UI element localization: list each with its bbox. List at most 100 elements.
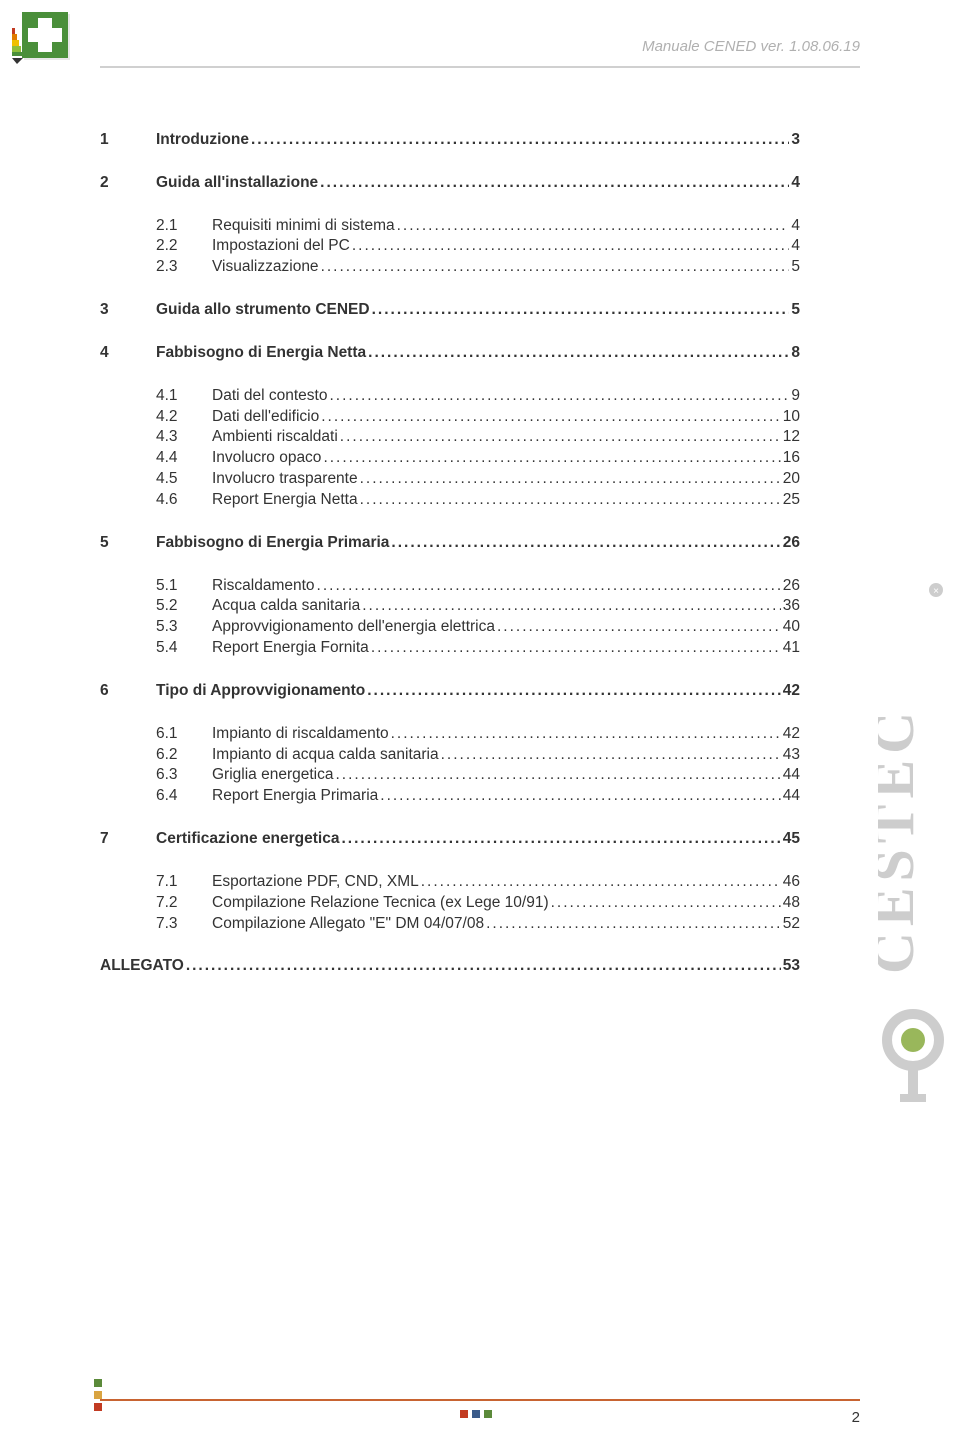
toc-label: Involucro trasparente [212,469,358,489]
toc-page: 53 [783,956,800,976]
toc-page: 20 [783,469,800,489]
toc-section[interactable]: 6Tipo di Approvvigionamento 42 [100,681,800,701]
toc-number: 2 [100,173,156,193]
toc-leader [323,448,780,468]
toc-subsection[interactable]: 5.3Approvvigionamento dell'energia elett… [156,617,800,637]
toc-subsection[interactable]: 4.2Dati dell'edificio10 [156,407,800,427]
toc-section[interactable]: ALLEGATO 53 [100,956,800,976]
toc-label: Involucro opaco [212,448,321,468]
toc-subsection[interactable]: 4.4Involucro opaco16 [156,448,800,468]
toc-number: 7.3 [156,914,212,934]
toc-subsection[interactable]: 6.4Report Energia Primaria44 [156,786,800,806]
toc-page: 43 [783,745,800,765]
toc-number: 4.2 [156,407,212,427]
toc-leader [371,638,781,658]
footer: 2 [100,1399,860,1409]
toc-leader [341,829,780,849]
toc-subsection[interactable]: 6.2Impianto di acqua calda sanitaria 43 [156,745,800,765]
toc-subsection[interactable]: 6.3Griglia energetica44 [156,765,800,785]
toc-label: Report Energia Netta [212,490,358,510]
toc-label: Acqua calda sanitaria [212,596,360,616]
toc-leader [352,236,790,256]
toc-subsection[interactable]: 4.5Involucro trasparente 20 [156,469,800,489]
toc-number: 5.4 [156,638,212,658]
toc-label: Impianto di riscaldamento [212,724,389,744]
toc-number: 2.2 [156,236,212,256]
toc-page: 25 [783,490,800,510]
svg-text:×: × [933,586,939,597]
toc-label: Compilazione Relazione Tecnica (ex Lege … [212,893,549,913]
footer-squares-left [94,1379,102,1415]
toc-subsection[interactable]: 2.1Requisiti minimi di sistema4 [156,216,800,236]
toc-label: Esportazione PDF, CND, XML [212,872,419,892]
toc-page: 4 [791,216,800,236]
toc-number: 6.1 [156,724,212,744]
toc-leader [317,576,781,596]
toc-subsection[interactable]: 2.2Impostazioni del PC 4 [156,236,800,256]
toc-label: Impianto di acqua calda sanitaria [212,745,439,765]
toc-subsection[interactable]: 6.1Impianto di riscaldamento42 [156,724,800,744]
svg-text:CESTEC: CESTEC [878,706,926,974]
toc-number: 5.1 [156,576,212,596]
side-logo: CESTEC × [878,560,948,1120]
toc-number: 7 [100,829,156,849]
toc-section[interactable]: 2Guida all'installazione 4 [100,173,800,193]
toc-page: 48 [783,893,800,913]
toc-page: 45 [783,829,800,849]
toc-subsection[interactable]: 5.1Riscaldamento26 [156,576,800,596]
toc-label: Certificazione energetica [156,829,339,849]
decor-square [460,1410,468,1418]
toc-label: Impostazioni del PC [212,236,350,256]
toc-leader [380,786,780,806]
toc-number: 5.3 [156,617,212,637]
toc-subsection[interactable]: 5.2Acqua calda sanitaria36 [156,596,800,616]
toc-page: 5 [791,300,800,320]
toc-number: 2.1 [156,216,212,236]
toc-label: Report Energia Fornita [212,638,369,658]
toc-leader [340,427,781,447]
toc-subsection[interactable]: 7.3Compilazione Allegato "E" DM 04/07/08… [156,914,800,934]
toc-page: 8 [791,343,800,363]
toc-page: 4 [791,236,800,256]
toc-subsection[interactable]: 7.2Compilazione Relazione Tecnica (ex Le… [156,893,800,913]
toc-number: 4.5 [156,469,212,489]
toc-page: 40 [783,617,800,637]
toc-page: 42 [783,681,800,701]
toc-number: 6.4 [156,786,212,806]
toc-subsection[interactable]: 4.1Dati del contesto9 [156,386,800,406]
toc-label: Dati del contesto [212,386,327,406]
toc-subsection[interactable]: 2.3Visualizzazione5 [156,257,800,277]
toc-leader [251,130,789,150]
toc-leader [320,173,789,193]
toc-leader [397,216,790,236]
toc-leader [497,617,781,637]
toc-page: 44 [783,765,800,785]
toc-container: 1Introduzione 3 2Guida all'installazione … [100,130,800,977]
decor-square [472,1410,480,1418]
toc-page: 3 [791,130,800,150]
toc-section[interactable]: 7Certificazione energetica 45 [100,829,800,849]
toc-label: Visualizzazione [212,257,319,277]
toc-page: 9 [791,386,800,406]
corner-logo [10,12,72,74]
toc-number: 4.3 [156,427,212,447]
toc-subsection[interactable]: 7.1Esportazione PDF, CND, XML46 [156,872,800,892]
toc-leader [186,956,781,976]
toc-section[interactable]: 3Guida allo strumento CENED 5 [100,300,800,320]
toc-page: 12 [783,427,800,447]
toc-page: 16 [783,448,800,468]
toc-label: Ambienti riscaldati [212,427,338,447]
toc-label: Guida all'installazione [156,173,318,193]
toc-number: 7.1 [156,872,212,892]
toc-subsection[interactable]: 5.4Report Energia Fornita41 [156,638,800,658]
toc-leader [441,745,781,765]
toc-label: Tipo di Approvvigionamento [156,681,365,701]
toc-section[interactable]: 1Introduzione 3 [100,130,800,150]
toc-number: 6.2 [156,745,212,765]
toc-section[interactable]: 5Fabbisogno di Energia Primaria 26 [100,533,800,553]
toc-number: 5.2 [156,596,212,616]
toc-page: 26 [783,533,800,553]
toc-subsection[interactable]: 4.6Report Energia Netta25 [156,490,800,510]
toc-section[interactable]: 4Fabbisogno di Energia Netta 8 [100,343,800,363]
toc-subsection[interactable]: 4.3Ambienti riscaldati 12 [156,427,800,447]
